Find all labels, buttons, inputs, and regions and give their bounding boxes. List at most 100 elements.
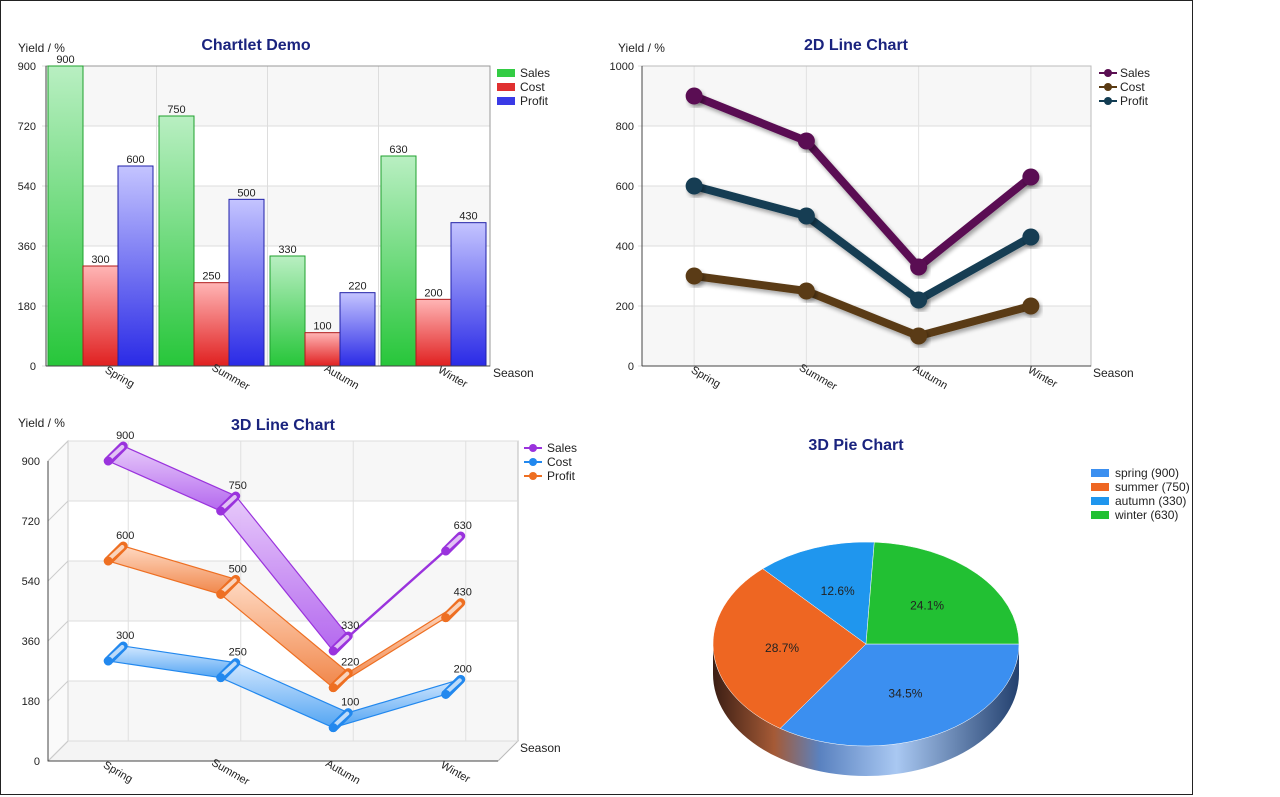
series-line-cost (693, 272, 1032, 340)
y-tick-label: 720 (22, 516, 40, 528)
legend-label: Cost (520, 80, 545, 94)
x-tick-label: Summer (209, 757, 251, 788)
y-tick-label: 0 (34, 756, 40, 768)
chart-title: Chartlet Demo (201, 37, 311, 54)
data-point (103, 456, 113, 466)
x-tick-label: Spring (689, 364, 723, 390)
series-line-profit (693, 182, 1033, 304)
series-line-sales (692, 92, 1034, 271)
y-tick-label: 540 (22, 576, 40, 588)
data-label: 900 (56, 54, 74, 66)
y-tick-label: 0 (628, 361, 634, 373)
slice-pct-label: 12.6% (821, 584, 855, 598)
pie-slice (865, 541, 1020, 645)
y-tick-label: 900 (18, 61, 36, 73)
ribbon-cap-highlight (108, 645, 125, 660)
data-label: 750 (167, 104, 185, 116)
data-label: 330 (278, 244, 296, 256)
data-point (216, 589, 226, 599)
data-point (797, 282, 815, 300)
grid-band (642, 66, 1091, 126)
legend-marker (529, 458, 537, 466)
legend-swatch (1091, 469, 1109, 477)
grid-line (47, 680, 69, 702)
ribbon-cap-highlight (445, 601, 462, 617)
data-point (685, 267, 703, 285)
data-point (910, 291, 928, 309)
chart-canvas: Chartlet Demo Yield / % Season 0 180 360 540 72… (0, 0, 1193, 795)
data-point (441, 689, 451, 699)
data-label: 630 (389, 144, 407, 156)
floor (46, 740, 520, 762)
ribbon-cap-highlight (445, 678, 462, 694)
data-label: 900 (116, 430, 134, 442)
data-label: 300 (91, 254, 109, 266)
data-label: 300 (116, 630, 134, 642)
y-tick-label: 400 (616, 241, 634, 253)
legend-marker (1104, 69, 1112, 77)
legend-swatch (1091, 497, 1109, 505)
pie-slice (712, 568, 867, 729)
y-tick-label: 720 (18, 121, 36, 133)
legend-label: Cost (547, 455, 572, 469)
y-tick-label: 540 (18, 181, 36, 193)
legend-marker (1104, 97, 1112, 105)
chart-title: 3D Pie Chart (808, 437, 904, 454)
legend-label: Sales (520, 66, 550, 80)
legend-swatch (497, 83, 515, 91)
data-point (103, 556, 113, 566)
legend-swatch (497, 69, 515, 77)
x-tick-label: Autumn (323, 758, 362, 787)
ribbon-cap-highlight (333, 635, 350, 650)
data-point (441, 613, 451, 623)
grid-line (47, 740, 69, 762)
legend-label: Profit (520, 94, 549, 108)
data-point (685, 177, 703, 195)
data-label: 600 (116, 530, 134, 542)
x-tick-label: Summer (797, 362, 839, 393)
ribbon-cap-highlight (108, 545, 125, 560)
data-label: 500 (237, 187, 255, 199)
y-tick-label: 600 (616, 181, 634, 193)
data-label: 220 (348, 281, 366, 293)
data-label: 100 (313, 321, 331, 333)
ribbon-cap-highlight (220, 495, 237, 510)
data-point (910, 258, 928, 276)
legend-label: Cost (1120, 80, 1145, 94)
ribbon-cap-highlight (445, 535, 462, 550)
data-label: 100 (341, 697, 359, 709)
y-tick-label: 200 (616, 301, 634, 313)
y-tick-label: 360 (22, 636, 40, 648)
data-point (1022, 168, 1040, 186)
x-tick-label: Autumn (911, 363, 950, 392)
y-tick-label: 1000 (610, 61, 634, 73)
legend-label: winter (630) (1114, 508, 1178, 522)
data-label: 500 (229, 563, 247, 575)
legend-swatch (1091, 511, 1109, 519)
side-wall (47, 439, 69, 763)
bar-cost (415, 298, 452, 367)
bar-profit (228, 198, 265, 367)
bar-profit (117, 165, 154, 367)
bar-profit (450, 222, 487, 367)
data-point (216, 673, 226, 683)
data-label: 220 (341, 657, 359, 669)
y-axis-label: Yield / % (18, 416, 65, 430)
chart-title: 2D Line Chart (804, 37, 909, 54)
data-label: 430 (459, 211, 477, 223)
data-label: 250 (229, 647, 247, 659)
legend-marker (529, 444, 537, 452)
data-point (328, 683, 338, 693)
ribbon-cap-highlight (220, 661, 237, 677)
legend-label: Sales (547, 441, 577, 455)
data-label: 200 (454, 663, 472, 675)
legend-label: spring (900) (1115, 466, 1179, 480)
line-chart-2d: 2D Line Chart Yield / % Season 0 200 400 600 80… (610, 37, 1151, 393)
data-label: 200 (424, 287, 442, 299)
x-tick-label: Winter (438, 759, 472, 785)
y-tick-label: 900 (22, 456, 40, 468)
ribbon-cap-highlight (220, 578, 237, 594)
data-label: 750 (229, 480, 247, 492)
legend-swatch (1091, 483, 1109, 491)
bar-sales (158, 115, 195, 367)
